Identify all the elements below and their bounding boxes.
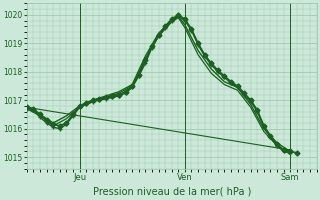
X-axis label: Pression niveau de la mer( hPa ): Pression niveau de la mer( hPa ) — [92, 187, 251, 197]
